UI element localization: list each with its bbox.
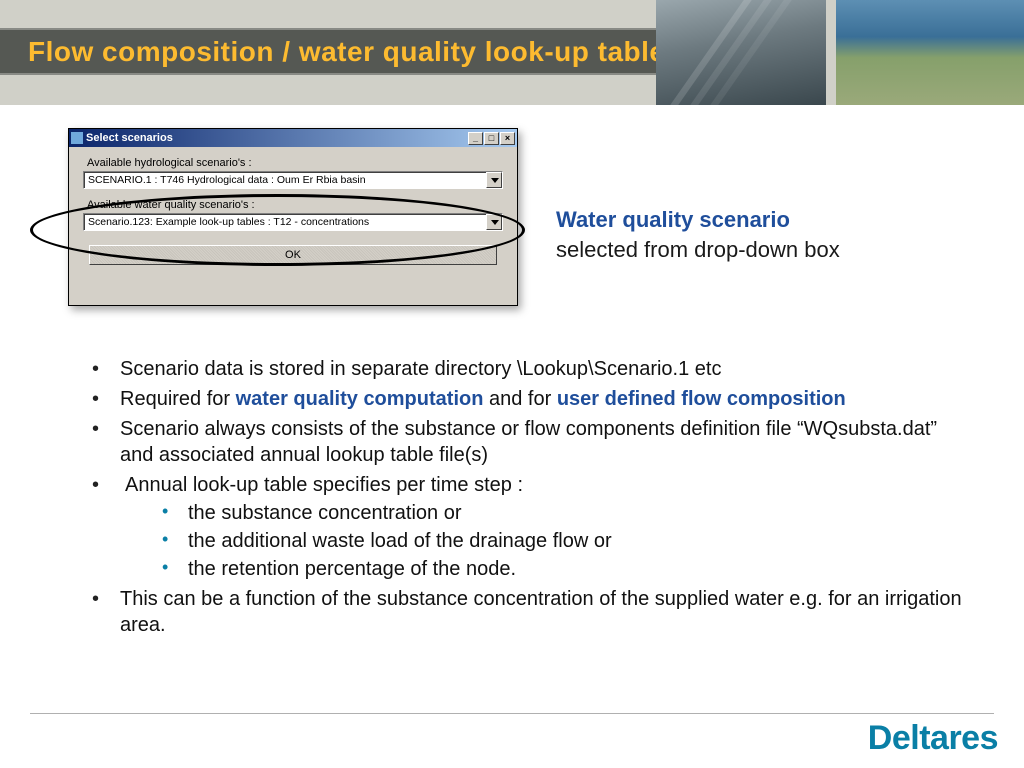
dialog-title: Select scenarios	[86, 132, 173, 144]
hydro-scenario-value: SCENARIO.1 : T746 Hydrological data : Ou…	[88, 174, 366, 186]
ok-button[interactable]: OK	[89, 245, 497, 265]
bullet-keyword: user defined flow composition	[557, 388, 846, 410]
header-photo-aerial	[836, 0, 1024, 105]
wq-scenario-label: Available water quality scenario's :	[87, 199, 507, 211]
select-scenarios-dialog: Select scenarios _ □ × Available hydrolo…	[68, 128, 518, 306]
annotation-rest: selected from drop-down box	[556, 237, 840, 262]
header-photo-bridge	[656, 0, 826, 105]
hydro-scenario-dropdown[interactable]: SCENARIO.1 : T746 Hydrological data : Ou…	[83, 171, 503, 189]
bullet-text: the substance concentration or	[188, 502, 462, 524]
slide-title: Flow composition / water quality look-up…	[28, 36, 749, 68]
list-item: the additional waste load of the drainag…	[134, 528, 974, 554]
header-photo-gap	[826, 0, 836, 105]
bullet-text: the retention percentage of the node.	[188, 558, 516, 580]
deltares-logo: Deltares	[868, 719, 998, 758]
bullet-text: and for	[483, 388, 556, 410]
dialog-titlebar: Select scenarios _ □ ×	[69, 129, 517, 147]
bullet-text: Required for	[120, 388, 236, 410]
list-item: Scenario data is stored in separate dire…	[88, 356, 974, 382]
bullet-text: This can be a function of the substance …	[120, 588, 962, 636]
list-item: Annual look-up table specifies per time …	[88, 472, 974, 582]
bullet-list: Scenario data is stored in separate dire…	[88, 356, 974, 638]
wq-scenario-value: Scenario.123: Example look-up tables : T…	[88, 216, 369, 228]
chevron-down-icon[interactable]	[486, 214, 502, 230]
slide-body: Scenario data is stored in separate dire…	[88, 356, 974, 642]
close-button[interactable]: ×	[500, 132, 515, 145]
minimize-button[interactable]: _	[468, 132, 483, 145]
annotation-text: Water quality scenario selected from dro…	[556, 205, 840, 264]
chevron-down-icon[interactable]	[486, 172, 502, 188]
footer-divider	[30, 713, 994, 714]
list-item: the retention percentage of the node.	[134, 556, 974, 582]
hydro-scenario-label: Available hydrological scenario's :	[87, 157, 507, 169]
bullet-text: Scenario always consists of the substanc…	[120, 418, 937, 466]
bullet-text: Annual look-up table specifies per time …	[125, 474, 523, 496]
dialog-body: Available hydrological scenario's : SCEN…	[69, 147, 517, 273]
sub-bullet-list: the substance concentration or the addit…	[120, 500, 974, 582]
list-item: Required for water quality computation a…	[88, 386, 974, 412]
dialog-app-icon	[71, 132, 83, 144]
list-item: the substance concentration or	[134, 500, 974, 526]
list-item: Scenario always consists of the substanc…	[88, 416, 974, 468]
maximize-button[interactable]: □	[484, 132, 499, 145]
slide-header: Flow composition / water quality look-up…	[0, 0, 1024, 105]
annotation-keyword: Water quality scenario	[556, 207, 790, 232]
bullet-text: the additional waste load of the drainag…	[188, 530, 612, 552]
list-item: This can be a function of the substance …	[88, 586, 974, 638]
bullet-keyword: water quality computation	[236, 388, 484, 410]
wq-scenario-dropdown[interactable]: Scenario.123: Example look-up tables : T…	[83, 213, 503, 231]
bullet-text: Scenario data is stored in separate dire…	[120, 358, 721, 380]
